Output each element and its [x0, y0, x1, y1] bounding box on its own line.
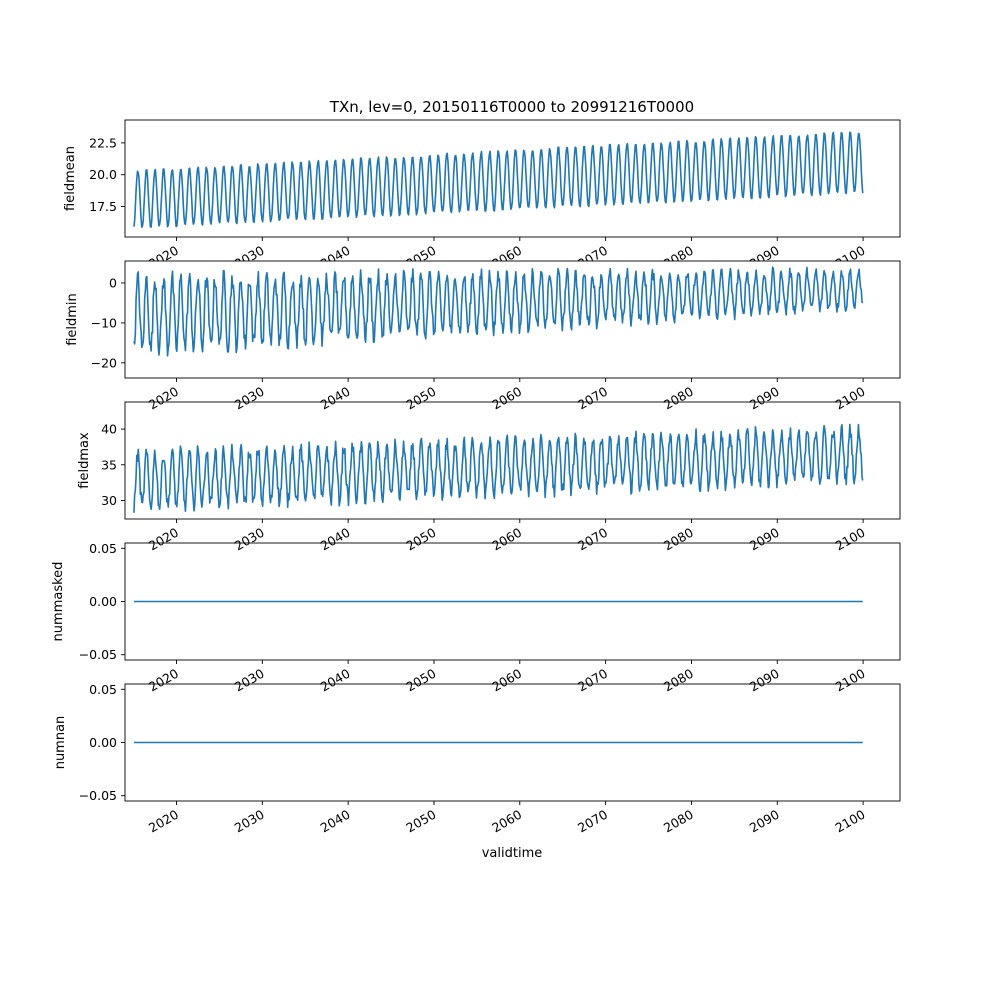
x-tick-label: 2060	[489, 807, 524, 836]
y-tick-label: 40	[101, 422, 117, 437]
y-tick-label: 35	[101, 457, 117, 472]
y-tick-label: 0.05	[89, 682, 117, 697]
axes-frame	[124, 119, 901, 238]
y-tick-label: −20	[91, 355, 117, 370]
y-tick-label: 20.0	[89, 167, 117, 182]
y-tick-label: 0	[109, 275, 117, 290]
panels: 17.5 20.0 22.5 2020 2030 2040 2050 2060 2070 2080…	[51, 119, 901, 836]
x-tick-label: 2020	[146, 807, 181, 836]
y-tick-label: −10	[91, 315, 117, 330]
y-axis-label: fieldmin	[65, 293, 80, 346]
y-tick-label: −0.05	[79, 788, 117, 803]
x-axis-label: validtime	[482, 846, 543, 861]
y-tick-label: 0.05	[89, 541, 117, 556]
x-tick-label: 2050	[403, 807, 438, 836]
axes-frame	[124, 260, 901, 379]
y-tick-label: 0.00	[89, 594, 117, 609]
y-tick-label: 0.00	[89, 735, 117, 750]
y-tick-label: 22.5	[89, 135, 117, 150]
y-axis-label: nummasked	[51, 562, 66, 642]
y-axis-label: fieldmean	[63, 146, 78, 211]
x-tick-label: 2070	[575, 807, 610, 836]
y-axis-label: numnan	[53, 716, 68, 770]
x-tick-label: 2030	[232, 807, 267, 836]
axes-frame	[124, 401, 901, 520]
y-tick-label: 17.5	[89, 199, 117, 214]
x-tick-label: 2100	[833, 807, 868, 836]
y-tick-label: −0.05	[79, 647, 117, 662]
y-tick-label: 30	[101, 493, 117, 508]
chart-title: TXn, lev=0, 20150116T0000 to 20991216T00…	[329, 98, 694, 116]
series-line-fieldmean	[133, 131, 864, 229]
series-line-fieldmax	[133, 423, 864, 513]
x-tick-label: 2040	[318, 807, 353, 836]
y-axis-label: fieldmax	[77, 432, 92, 489]
x-tick-label: 2090	[747, 807, 782, 836]
series-line-fieldmin	[133, 266, 864, 357]
x-tick-label: 2080	[661, 807, 696, 836]
